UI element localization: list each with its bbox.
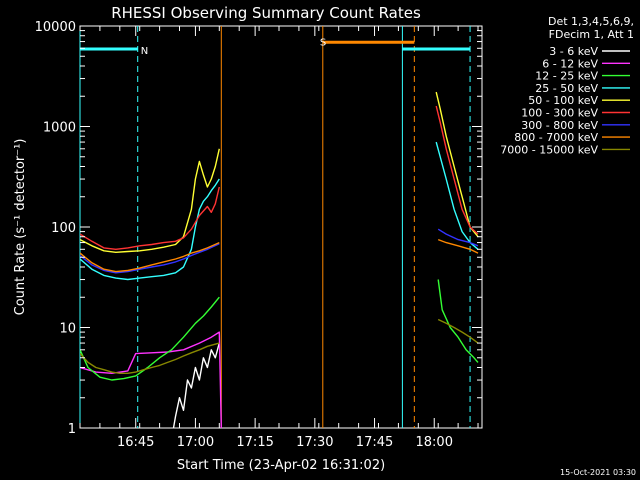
series-line-8-1: [437, 318, 479, 344]
series-line-0-0: [172, 342, 220, 428]
series-line-6-0: [80, 243, 220, 274]
chart-title: RHESSI Observing Summary Count Rates: [111, 4, 421, 22]
x-axis-label: Start Time (23-Apr-02 16:31:02): [177, 458, 385, 473]
legend-entry-label: 50 - 100 keV: [528, 94, 598, 107]
series-line-6-1: [437, 228, 479, 247]
legend: Det 1,3,4,5,6,9, FDecim 1, Att 1 3 - 6 k…: [500, 15, 634, 156]
x-tick-label: 17:15: [236, 435, 273, 450]
y-tick-label: 1: [68, 422, 76, 437]
legend-header-line-1: Det 1,3,4,5,6,9,: [548, 15, 634, 28]
x-tick-label: 17:00: [177, 435, 214, 450]
series-line-5-0: [80, 186, 220, 251]
legend-entry-label: 7000 - 15000 keV: [500, 143, 598, 156]
series-line-2-1: [437, 279, 479, 363]
x-tick-label: 16:45: [117, 435, 154, 450]
series-line-5-1: [435, 105, 479, 235]
x-axis-ticks: 16:45 17:00 17:15 17:30 17:45 18:00: [79, 26, 479, 450]
annotations: NS: [80, 38, 471, 57]
annotation-label-s: S: [320, 38, 326, 49]
series-line-8-0: [80, 342, 220, 374]
series-line-7-1: [437, 238, 479, 254]
y-tick-label: 100: [51, 221, 76, 236]
x-tick-label: 18:00: [416, 435, 453, 450]
legend-entry-label: 25 - 50 keV: [535, 82, 598, 95]
y-tick-label: 1000: [43, 121, 76, 136]
legend-entry-label: 300 - 800 keV: [521, 119, 598, 132]
series-lines: [80, 91, 479, 428]
legend-entry-label: 6 - 12 keV: [542, 57, 598, 70]
series-line-2-0: [80, 296, 220, 381]
legend-entry-label: 800 - 7000 keV: [514, 131, 598, 144]
y-axis-ticks: 1 10 100 1000 10000: [35, 20, 482, 437]
legend-entry-label: 12 - 25 keV: [535, 70, 598, 83]
series-line-7-0: [80, 241, 220, 273]
x-tick-label: 17:45: [356, 435, 393, 450]
y-tick-label: 10000: [35, 20, 76, 35]
series-line-1-0: [80, 331, 222, 428]
legend-entry-label: 100 - 300 keV: [521, 107, 598, 120]
x-tick-label: 17:30: [296, 435, 333, 450]
legend-entry-label: 3 - 6 keV: [549, 45, 598, 58]
footer-timestamp: 15-Oct-2021 03:30: [560, 468, 636, 477]
series-line-3-0: [80, 178, 220, 281]
legend-header-line-2: FDecim 1, Att 1: [549, 28, 634, 41]
y-axis-label: Count Rate (s⁻¹ detector⁻¹): [13, 139, 28, 316]
series-line-4-0: [80, 148, 220, 254]
annotation-label-n: N: [141, 46, 148, 57]
y-tick-label: 10: [59, 322, 76, 337]
